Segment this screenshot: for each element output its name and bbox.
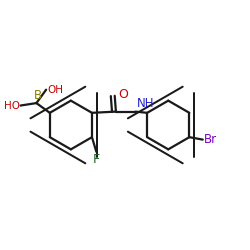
Text: B: B [34, 89, 42, 102]
Text: HO: HO [4, 100, 20, 110]
Text: F: F [93, 153, 100, 166]
Text: OH: OH [47, 85, 63, 95]
Text: NH: NH [136, 98, 154, 110]
Text: O: O [118, 88, 128, 101]
Text: Br: Br [204, 133, 216, 146]
